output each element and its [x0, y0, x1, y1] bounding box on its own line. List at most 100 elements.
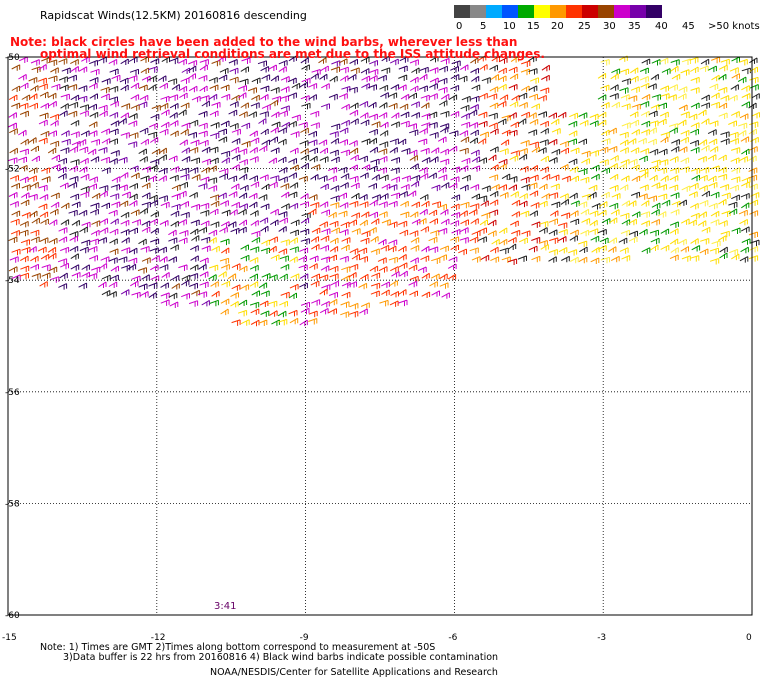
- wind-barb: [379, 174, 389, 181]
- wind-barb: [669, 254, 679, 261]
- wind-barb: [78, 95, 88, 103]
- wind-barb: [227, 221, 237, 228]
- legend-swatch: [646, 5, 662, 18]
- wind-barb: [398, 289, 407, 296]
- contamination-note-line2: optimal wind retrieval conditions are me…: [40, 47, 545, 61]
- pass-time-label: 3:41: [214, 601, 237, 612]
- wind-barb: [70, 119, 80, 127]
- wind-barb: [198, 263, 207, 271]
- wind-barb: [370, 218, 380, 225]
- wind-barb: [231, 319, 241, 326]
- wind-barb: [127, 263, 137, 271]
- wind-barb: [259, 111, 269, 118]
- wind-barb: [530, 202, 540, 209]
- wind-barb: [29, 210, 38, 218]
- wind-barb: [409, 129, 419, 136]
- wind-barb: [110, 120, 120, 127]
- wind-barb: [501, 256, 511, 263]
- wind-barb: [711, 56, 721, 64]
- wind-barb: [210, 281, 219, 288]
- wind-barb: [349, 109, 359, 117]
- wind-barb: [60, 262, 69, 270]
- wind-barb: [109, 248, 119, 255]
- wind-barb: [328, 254, 337, 261]
- wind-barb: [280, 203, 290, 210]
- longitude-label: 0: [746, 633, 752, 643]
- wind-barb: [410, 211, 419, 218]
- wind-barb: [219, 67, 229, 75]
- wind-barb: [377, 74, 387, 82]
- wind-barb: [138, 148, 147, 155]
- wind-barb: [690, 212, 700, 220]
- wind-barb: [118, 184, 128, 191]
- wind-barb: [48, 59, 58, 66]
- wind-barb: [319, 156, 329, 163]
- wind-barb: [159, 128, 169, 136]
- wind-barb: [269, 99, 278, 107]
- wind-barb: [681, 185, 691, 192]
- wind-barb: [207, 177, 218, 184]
- wind-barb: [101, 202, 110, 209]
- wind-barb: [518, 148, 528, 155]
- wind-barb: [118, 256, 128, 263]
- wind-barb: [711, 92, 720, 99]
- wind-barb: [198, 74, 208, 82]
- wind-barb: [560, 212, 571, 219]
- wind-barb: [741, 67, 751, 75]
- wind-barb: [151, 104, 161, 112]
- wind-barb: [341, 275, 351, 282]
- wind-barb: [88, 121, 98, 128]
- wind-barb: [491, 238, 500, 246]
- wind-barb: [8, 191, 18, 199]
- wind-barb: [497, 118, 507, 125]
- wind-barb: [689, 182, 699, 190]
- wind-barb: [507, 258, 518, 265]
- wind-barb: [511, 229, 521, 237]
- wind-barb: [557, 111, 567, 119]
- wind-barb: [69, 101, 79, 109]
- wind-barb: [498, 163, 507, 170]
- wind-barb: [287, 77, 297, 84]
- wind-barb: [208, 76, 218, 84]
- latitude-label: -50: [5, 53, 20, 63]
- wind-barb: [41, 176, 51, 183]
- wind-barb: [169, 102, 179, 110]
- legend-swatch: [582, 5, 598, 18]
- wind-barb: [680, 136, 689, 144]
- wind-barb: [319, 147, 328, 154]
- wind-barb: [618, 163, 627, 170]
- wind-barb: [9, 201, 19, 208]
- wind-barb: [231, 138, 241, 145]
- wind-barb: [731, 167, 741, 174]
- wind-barb: [39, 112, 49, 120]
- wind-barb: [280, 105, 290, 112]
- wind-barb: [19, 148, 29, 156]
- wind-barb: [708, 181, 718, 189]
- wind-barb: [170, 274, 180, 282]
- wind-barb: [60, 147, 70, 154]
- wind-barb: [339, 139, 348, 146]
- wind-barb: [508, 83, 518, 91]
- wind-barb: [368, 101, 377, 109]
- wind-barb: [488, 154, 497, 161]
- wind-barb: [421, 122, 431, 129]
- wind-barb: [278, 248, 288, 255]
- wind-barb: [11, 64, 21, 71]
- wind-barb: [669, 238, 679, 245]
- wind-barb: [61, 138, 71, 146]
- wind-barb: [411, 201, 420, 208]
- wind-barb: [459, 227, 469, 234]
- wind-barb: [179, 181, 188, 189]
- wind-barb: [400, 211, 410, 218]
- wind-barb: [388, 256, 398, 264]
- wind-barb: [431, 201, 441, 208]
- wind-barb: [690, 128, 699, 136]
- wind-barb: [661, 199, 671, 207]
- wind-barb: [98, 104, 108, 112]
- wind-barb: [277, 156, 287, 163]
- wind-barb: [700, 238, 710, 245]
- wind-barb: [88, 273, 98, 280]
- wind-barb: [160, 299, 170, 306]
- wind-barb: [250, 319, 260, 327]
- wind-barb: [590, 164, 600, 172]
